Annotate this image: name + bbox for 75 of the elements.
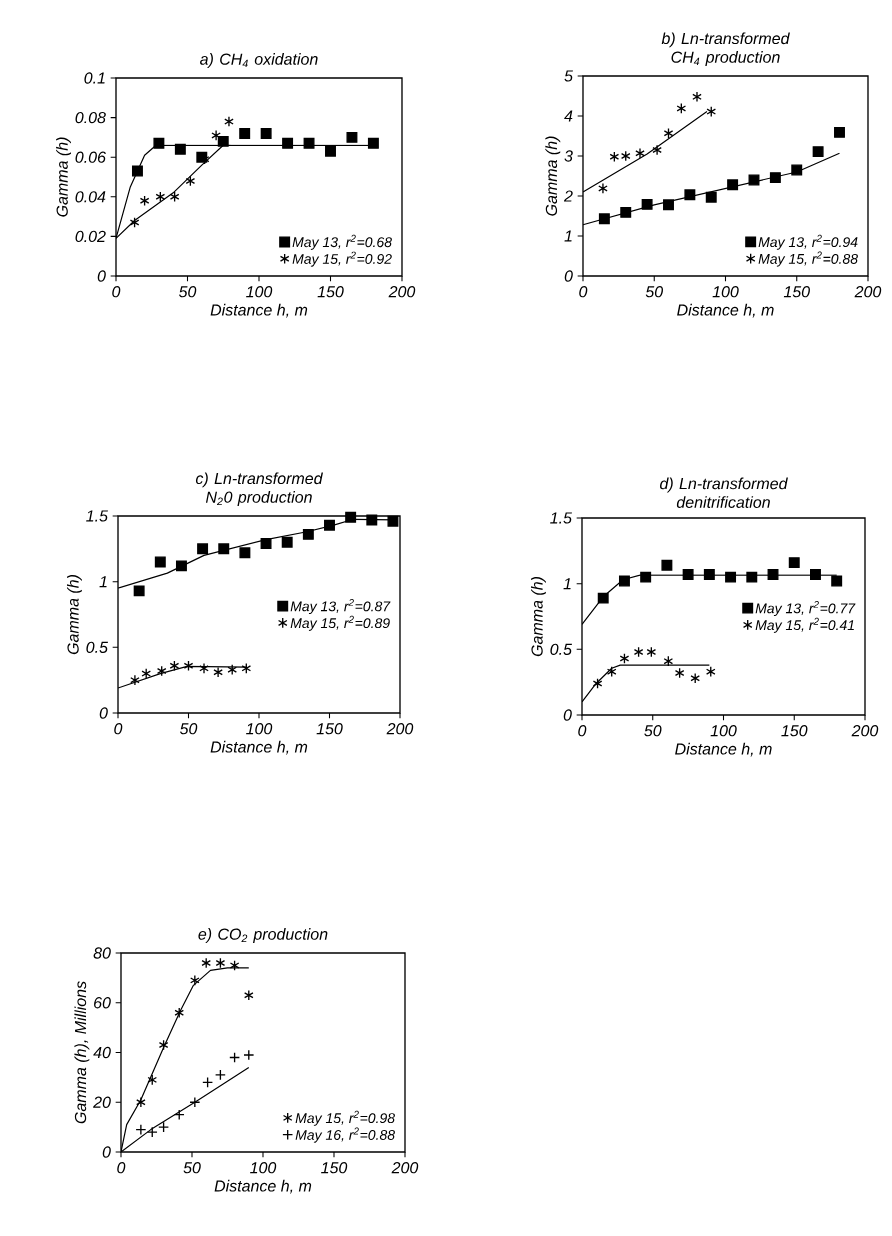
y-axis-title: Gamma (h) [530,577,546,657]
y-tick-label: 1 [563,578,571,590]
y-tick-label: 1 [564,230,572,242]
x-tick-label: 200 [391,1162,419,1174]
y-tick-label: 3 [564,150,573,162]
y-tick-label: 40 [93,1046,111,1059]
x-tick-label: 200 [386,723,414,735]
y-tick-label: 0 [99,707,108,719]
chart-title: b) Ln-transformed CH$_{4}$ production [661,32,790,66]
legend-label: May 16, r$^{2}$=0.88 [295,1127,395,1143]
y-tick-label: 0.06 [75,151,106,163]
x-tick-label: 200 [388,286,416,298]
y-axis-title: Gamma (h) [545,136,561,216]
legend-label: May 13, r$^{2}$=0.87 [290,599,391,615]
y-tick-label: 0.02 [75,230,106,243]
x-tick-label: 100 [250,1162,277,1174]
legend-label: May 15, r$^{2}$=0.98 [295,1110,395,1126]
y-tick-label: 80 [93,947,111,959]
y-axis-title: Gamma (h), Millions [74,981,90,1124]
y-tick-label: 5 [564,70,573,82]
x-tick-label: 0 [117,1162,126,1174]
y-tick-label: 2 [563,190,573,202]
y-tick-label: 1.5 [86,510,108,522]
y-tick-label: 60 [94,997,111,1009]
x-tick-label: 150 [781,725,808,737]
legend-label: May 13, r$^{2}$=0.77 [755,601,856,617]
y-tick-label: 4 [564,110,573,122]
x-tick-label: 100 [246,723,273,735]
legend-label: May 15, r$^{2}$=0.41 [755,617,854,633]
x-axis-title: Distance h, m [210,740,308,755]
x-tick-label: 50 [179,723,198,735]
chart-title: a) CH$_{4}$ oxidation [200,53,318,68]
legend-label: May 15, r$^{2}$=0.92 [292,251,392,267]
x-tick-label: 150 [316,723,343,735]
x-tick-label: 50 [178,286,197,298]
x-tick-label: 200 [851,725,879,737]
y-tick-label: 0.1 [84,72,105,84]
y-tick-label: 0.04 [75,191,106,203]
y-tick-label: 0.5 [550,643,572,655]
x-tick-label: 150 [317,286,344,298]
x-tick-label: 50 [644,725,662,737]
y-tick-label: 0 [102,1146,111,1158]
chart-title: e) CO$_{2}$ production [198,928,328,943]
x-tick-label: 200 [854,286,882,298]
x-tick-label: 100 [246,286,273,298]
y-axis-title: Gamma (h) [66,575,82,655]
y-tick-label: 0.5 [86,641,108,653]
y-axis-title: Gamma (h) [56,137,71,217]
x-tick-label: 0 [579,286,588,298]
y-tick-label: 0.08 [75,111,106,124]
x-tick-label: 100 [712,286,739,298]
chart-title: d) Ln-transformed denitrification [660,477,788,508]
y-tick-label: 0 [563,709,572,721]
legend-label: May 15, r$^{2}$=0.88 [758,251,858,267]
x-axis-title: Distance h, m [675,742,772,757]
x-axis-title: Distance h, m [677,303,774,318]
y-tick-label: 0 [97,270,106,282]
x-tick-label: 150 [783,286,810,298]
chart-title: c) Ln-transformed N$_{2}$0 production [195,472,323,506]
y-tick-label: 0 [564,270,573,282]
x-tick-label: 50 [183,1162,201,1174]
y-tick-label: 1.5 [550,512,572,524]
legend-label: May 13, r$^{2}$=0.94 [758,234,858,250]
legend-label: May 13, r$^{2}$=0.68 [292,234,392,250]
x-tick-label: 50 [645,286,663,298]
x-tick-label: 0 [114,723,123,735]
y-tick-label: 1 [99,576,107,588]
x-tick-label: 0 [578,725,587,737]
x-tick-label: 150 [321,1162,348,1174]
legend-label: May 15, r$^{2}$=0.89 [290,615,390,631]
x-tick-label: 0 [112,286,121,298]
y-tick-label: 20 [93,1096,111,1108]
x-axis-title: Distance h, m [214,1179,312,1194]
x-axis-title: Distance h, m [210,303,308,318]
x-tick-label: 100 [710,725,737,737]
